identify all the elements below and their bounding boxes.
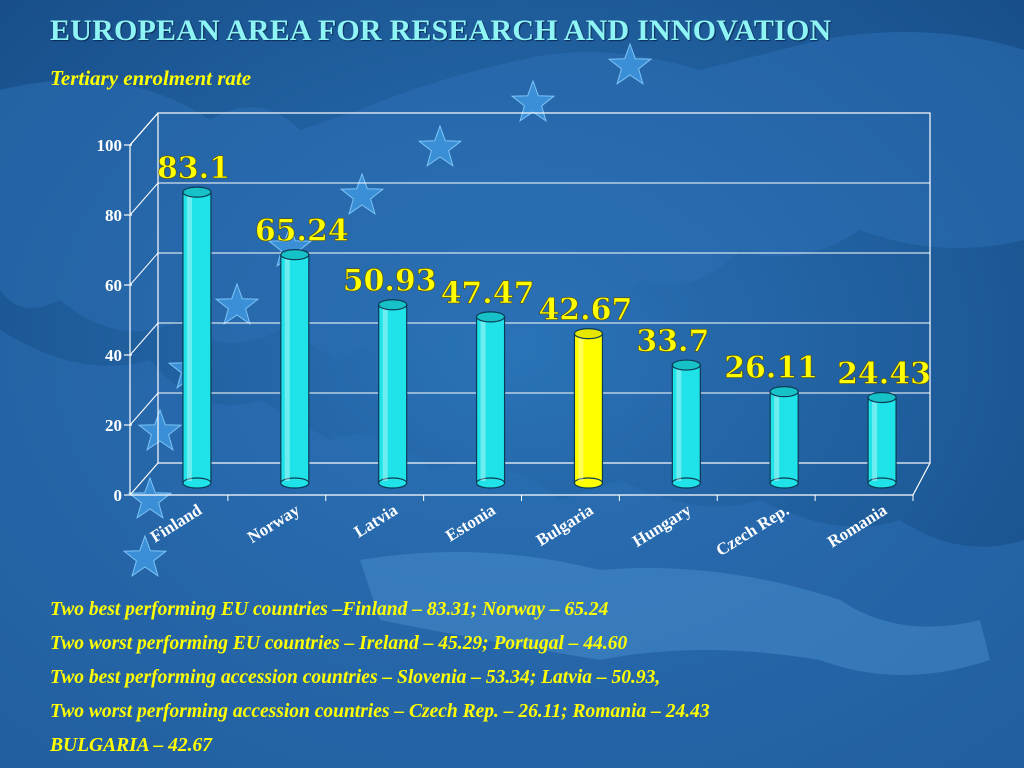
- gridline: [129, 322, 159, 356]
- bar-top: [475, 311, 506, 323]
- gridline: [129, 182, 159, 216]
- y-tick-label: 80: [105, 206, 122, 225]
- gridline: [129, 392, 159, 426]
- bar-shine: [578, 337, 584, 481]
- bar-base: [867, 477, 897, 489]
- x-tick-label: Romania: [824, 500, 891, 551]
- slide-subtitle: Tertiary enrolment rate: [50, 66, 252, 90]
- frame-edge: [912, 462, 931, 496]
- bar: [182, 186, 212, 489]
- bar-body: [182, 191, 212, 484]
- x-tick-label: Latvia: [351, 500, 402, 541]
- gridline: [129, 112, 159, 146]
- bar-base: [280, 477, 310, 489]
- bar-body: [573, 333, 604, 484]
- bar-shine: [872, 401, 878, 481]
- bar: [867, 391, 897, 489]
- bar-base: [769, 477, 799, 489]
- star-icon: [339, 172, 385, 215]
- star-icon: [214, 282, 260, 325]
- bar-base: [671, 477, 701, 489]
- bar-body: [769, 391, 799, 484]
- star-icon: [510, 79, 556, 122]
- x-tick-label: Estonia: [442, 500, 499, 545]
- y-tick-label: 60: [105, 276, 122, 295]
- notes-list: Two best performing EU countries –Finlan…: [50, 596, 710, 766]
- x-tick-label: Hungary: [629, 500, 695, 551]
- data-label: 42.67: [538, 293, 632, 328]
- bar-base: [475, 477, 506, 489]
- bar-base: [182, 477, 212, 489]
- bar: [769, 386, 799, 489]
- bar: [671, 359, 701, 489]
- y-tick-label: 20: [105, 416, 122, 435]
- data-label: 83.1: [157, 151, 230, 186]
- bar-base: [573, 477, 604, 489]
- note-line: Two worst performing accession countries…: [50, 701, 710, 722]
- note-line: Two best performing accession countries …: [50, 667, 661, 688]
- star-icon: [137, 408, 183, 451]
- bar-top: [573, 328, 604, 340]
- bar-top: [867, 391, 897, 404]
- bar-shine: [676, 369, 682, 481]
- data-label: 33.7: [636, 324, 709, 359]
- bar-top: [671, 359, 701, 371]
- bar: [378, 299, 408, 489]
- y-tick-label: 0: [114, 486, 123, 505]
- data-label: 24.43: [837, 356, 931, 391]
- bar-shine: [382, 308, 388, 481]
- data-label: 50.93: [343, 264, 437, 299]
- bar-shine: [480, 320, 486, 481]
- note-line: BULGARIA – 42.67: [50, 735, 212, 756]
- x-axis: Finland Norway Latvia Estonia Bulgaria Hungar…: [130, 494, 914, 560]
- star-icon: [417, 124, 463, 167]
- x-tick-label: Bulgaria: [533, 500, 597, 550]
- x-tick-label: Czech Rep.: [713, 500, 793, 560]
- note-line: Two best performing EU countries –Finlan…: [50, 599, 609, 620]
- bar-shine: [774, 395, 780, 481]
- bar-shine: [284, 258, 290, 481]
- map-landmass: [0, 32, 1024, 768]
- star-icon: [122, 534, 168, 577]
- y-axis: 0 20 40 60 80 100: [97, 136, 132, 505]
- data-label: 26.11: [724, 351, 818, 386]
- data-label: 65.24: [255, 214, 349, 249]
- bar-shine: [186, 196, 192, 481]
- bar-base: [378, 477, 408, 489]
- note-line: Two worst performing EU countries – Irel…: [50, 633, 628, 654]
- bar-top: [182, 186, 212, 198]
- data-label: 47.47: [441, 276, 535, 311]
- frame-edge: [129, 462, 159, 496]
- y-tick-label: 100: [97, 136, 123, 155]
- bar-top: [378, 299, 408, 311]
- bar-top: [769, 386, 799, 398]
- star-icon: [607, 42, 653, 85]
- slide-title: EUROPEAN AREA FOR RESEARCH AND INNOVATIO…: [50, 14, 832, 47]
- bar-body: [671, 364, 701, 484]
- back-wall: [157, 112, 931, 464]
- bar: [573, 328, 604, 489]
- bar-top: [280, 249, 310, 261]
- bars: [182, 186, 897, 489]
- bar: [475, 311, 506, 489]
- bar: [280, 249, 310, 489]
- y-tick-label: 40: [105, 346, 122, 365]
- gridline: [129, 252, 159, 286]
- bar-body: [378, 304, 408, 484]
- x-tick-label: Norway: [244, 500, 303, 547]
- star-icon: [127, 476, 173, 519]
